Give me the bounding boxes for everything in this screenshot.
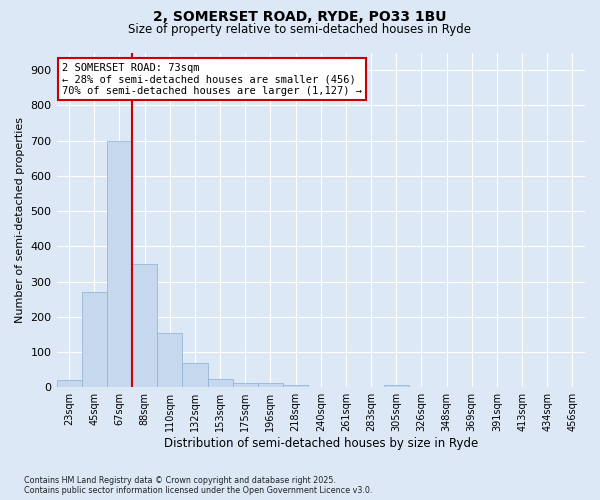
Bar bbox=[132, 264, 157, 387]
Bar bbox=[56, 380, 82, 387]
Bar bbox=[233, 384, 258, 387]
Text: Contains HM Land Registry data © Crown copyright and database right 2025.
Contai: Contains HM Land Registry data © Crown c… bbox=[24, 476, 373, 495]
Bar bbox=[283, 384, 308, 387]
Bar bbox=[208, 380, 233, 387]
Bar bbox=[82, 292, 107, 387]
Text: 2, SOMERSET ROAD, RYDE, PO33 1BU: 2, SOMERSET ROAD, RYDE, PO33 1BU bbox=[153, 10, 447, 24]
Bar bbox=[107, 140, 132, 387]
Text: Size of property relative to semi-detached houses in Ryde: Size of property relative to semi-detach… bbox=[128, 22, 472, 36]
Bar bbox=[258, 383, 283, 387]
Bar bbox=[157, 332, 182, 387]
X-axis label: Distribution of semi-detached houses by size in Ryde: Distribution of semi-detached houses by … bbox=[164, 437, 478, 450]
Bar bbox=[182, 364, 208, 387]
Text: 2 SOMERSET ROAD: 73sqm
← 28% of semi-detached houses are smaller (456)
70% of se: 2 SOMERSET ROAD: 73sqm ← 28% of semi-det… bbox=[62, 62, 362, 96]
Y-axis label: Number of semi-detached properties: Number of semi-detached properties bbox=[15, 117, 25, 323]
Bar bbox=[383, 385, 409, 387]
